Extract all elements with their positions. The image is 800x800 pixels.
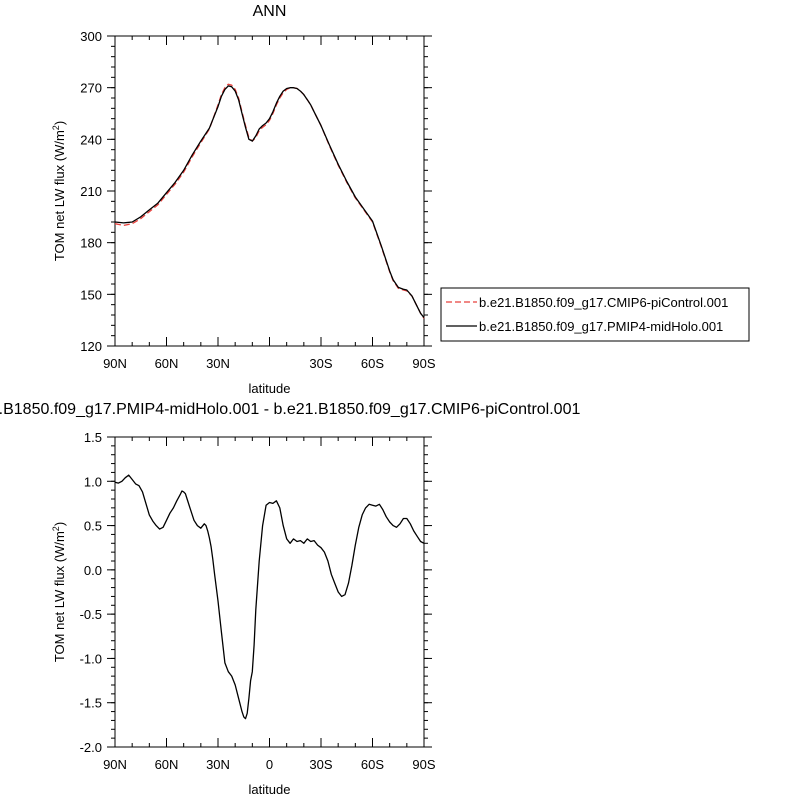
series-line-1 (114, 474, 425, 720)
x-tick-label: 60N (155, 757, 179, 772)
y-tick-label: 240 (80, 132, 102, 147)
y-axis-label: TOM net LW flux (W/m2) (51, 522, 67, 662)
chart-title: b.e21.B1850.f09_g17.PMIP4-midHolo.001 - … (0, 401, 580, 418)
x-tick-label: 0 (266, 757, 273, 772)
y-tick-label: -1.5 (80, 696, 102, 711)
y-tick-label: 210 (80, 184, 102, 199)
y-tick-label: 120 (80, 339, 102, 354)
x-tick-label: 90N (103, 356, 127, 371)
chart-title: ANN (253, 3, 287, 20)
x-axis-label: latitude (249, 782, 291, 797)
chart-panel-1: 90N 60N 30N 30S 60S 90S 120 150 180 210 240 270 300 A… (51, 3, 750, 396)
plot-frame (114, 35, 425, 347)
y-axis-label-text: TOM net LW flux (W/m (52, 130, 67, 261)
y-axis-label-sup: 2 (51, 125, 61, 130)
x-tick-label: 60S (361, 757, 384, 772)
y-tick-label: -2.0 (80, 740, 102, 755)
y-tick-label: 300 (80, 29, 102, 44)
y-axis-label: TOM net LW flux (W/m2) (51, 121, 67, 261)
x-tick-label: 60N (155, 356, 179, 371)
x-tick-label: 60S (361, 356, 384, 371)
x-tick-label: 90S (412, 356, 435, 371)
legend-entry-2: b.e21.B1850.f09_g17.PMIP4-midHolo.001 (479, 319, 723, 334)
legend-box (440, 287, 750, 342)
y-tick-label: 1.5 (84, 430, 102, 445)
x-tick-label: 30S (309, 757, 332, 772)
y-tick-label: 270 (80, 81, 102, 96)
y-tick-label: 1.0 (84, 474, 102, 489)
chart-panel-2: 90N 60N 30N 0 30S 60S 90S -2.0 -1.5 -1.0 -0.5 0.0 0.… (0, 401, 580, 797)
x-axis-label: latitude (249, 381, 291, 396)
legend: b.e21.B1850.f09_g17.CMIP6-piControl.001b… (440, 287, 750, 342)
x-tick-label: 30N (206, 356, 230, 371)
y-tick-label: 180 (80, 236, 102, 251)
y-tick-label: 150 (80, 287, 102, 302)
legend-entry-1: b.e21.B1850.f09_g17.CMIP6-piControl.001 (479, 295, 728, 310)
y-tick-label: 0.5 (84, 519, 102, 534)
y-tick-label: -0.5 (80, 607, 102, 622)
x-tick-label: 30N (206, 757, 230, 772)
y-axis-label-sup: 2 (51, 526, 61, 531)
plot-frame (114, 436, 425, 748)
series-line-2 (114, 85, 425, 319)
y-axis-label-end: ) (52, 522, 67, 526)
y-axis-label-end: ) (52, 121, 67, 125)
y-axis-label-text: TOM net LW flux (W/m (52, 531, 67, 662)
x-tick-label: 90S (412, 757, 435, 772)
x-tick-label: 90N (103, 757, 127, 772)
x-tick-label: 30S (309, 356, 332, 371)
y-tick-label: -1.0 (80, 651, 102, 666)
y-tick-label: 0.0 (84, 563, 102, 578)
